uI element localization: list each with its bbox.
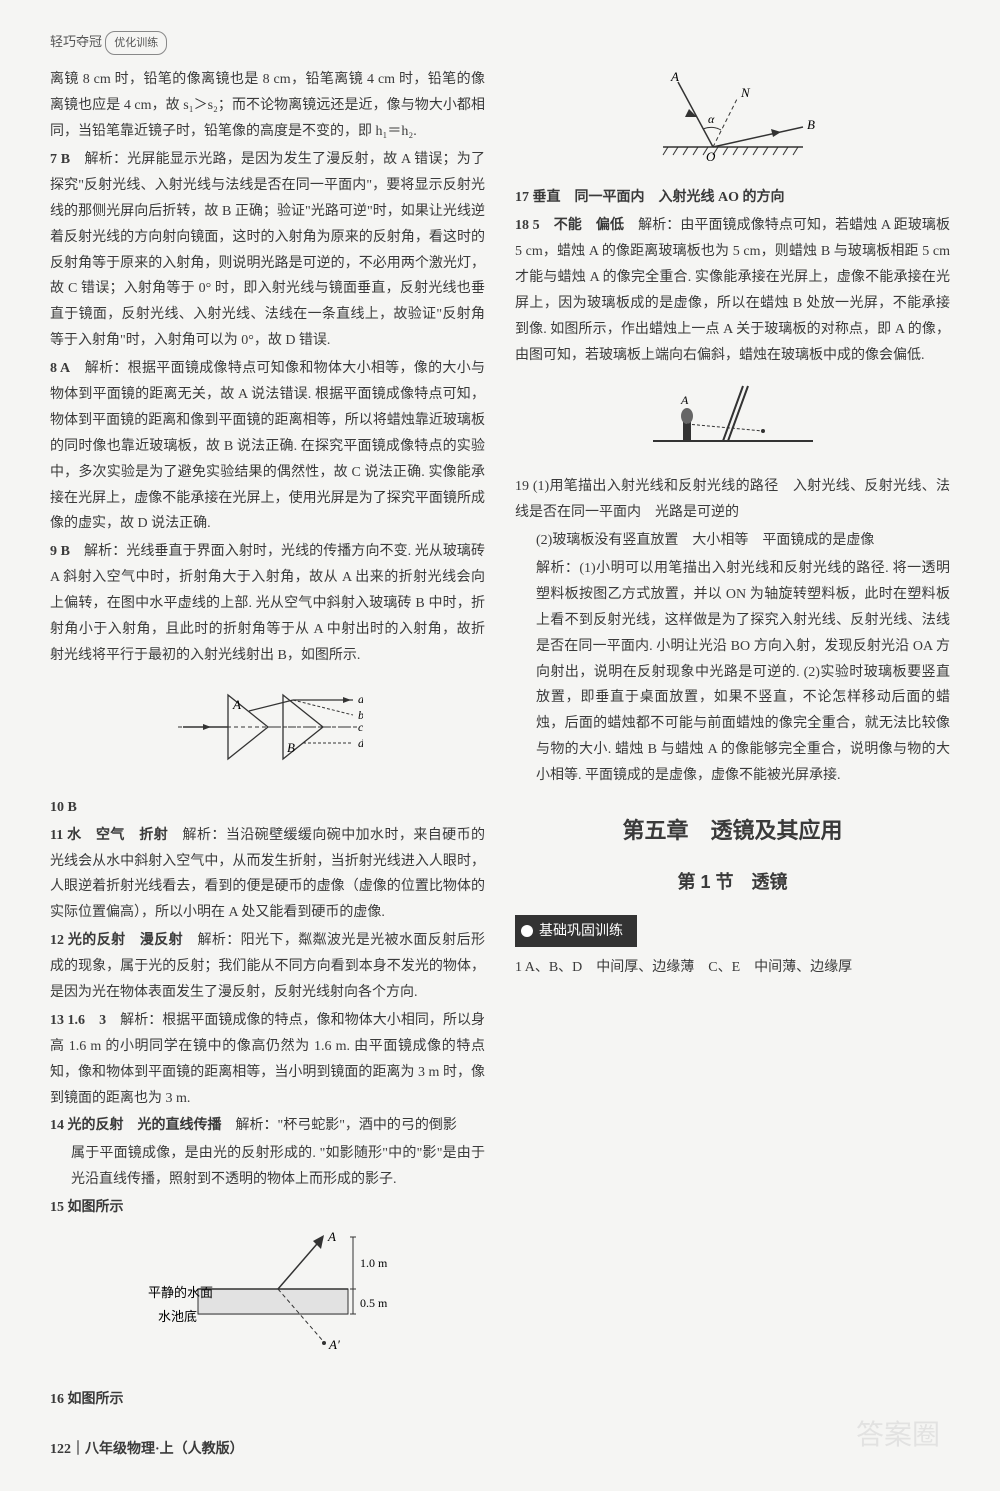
item-15: 15 如图所示	[50, 1195, 485, 1221]
item-8-num: 8 A	[50, 361, 70, 376]
section-title: 第 1 节 透镜	[515, 866, 950, 899]
brand-logo: 轻巧夺冠	[50, 34, 102, 49]
item-13-num: 13 1.6 3	[50, 1013, 106, 1028]
header-tag: 优化训练	[105, 31, 167, 55]
page-footer: 122｜八年级物理·上（人教版）	[50, 1437, 950, 1463]
item-13: 13 1.6 3 解析：根据平面镜成像的特点，像和物体大小相同，所以身高 1.6…	[50, 1008, 485, 1112]
item-15-num: 15 如图所示	[50, 1200, 124, 1215]
item-7: 7 B 解析：光屏能显示光路，是因为发生了漫反射，故 A 错误；为了探究"反射光…	[50, 147, 485, 354]
svg-text:a: a	[358, 692, 363, 706]
item-12: 12 光的反射 漫反射 解析：阳光下，粼粼波光是光被水面反射后形成的现象，属于光…	[50, 928, 485, 1006]
svg-text:A: A	[670, 69, 679, 84]
item-18: 18 5 不能 偏低 解析：由平面镜成像特点可知，若蜡烛 A 距玻璃板 5 cm…	[515, 213, 950, 368]
item-9: 9 B 解析：光线垂直于界面入射时，光线的传播方向不变. 光从玻璃砖 A 斜射入…	[50, 539, 485, 668]
item-19a: 19 (1)用笔描出入射光线和反射光线的路径 入射光线、反射光线、法线是否在同一…	[515, 474, 950, 526]
svg-text:A: A	[232, 697, 241, 712]
svg-text:1.0 m: 1.0 m	[360, 1256, 388, 1270]
figure-9-prisms: a b c d A B	[50, 677, 485, 787]
figure-16-reflection: A N B O α	[515, 67, 950, 177]
item-19-text: 解析：(1)小明可以用笔描出入射光线和反射光线的路径. 将一透明塑料板按图乙方式…	[536, 556, 950, 789]
item-14-continued: 属于平面镜成像，是由光的反射形成的. "如影随形"中的"影"是由于光沿直线传播，…	[71, 1141, 485, 1193]
item-17: 17 垂直 同一平面内 入射光线 AO 的方向	[515, 185, 950, 211]
item-10-num: 10 B	[50, 800, 77, 815]
figure-15-pool: A A′ 平静的水面 水池底 1.0 m 0.5 m	[50, 1229, 485, 1379]
svg-text:水池底: 水池底	[158, 1309, 197, 1324]
item-17-num: 17 垂直 同一平面内 入射光线 AO 的方向	[515, 190, 785, 205]
figure-18-glass: A	[515, 376, 950, 466]
svg-text:0.5 m: 0.5 m	[360, 1296, 388, 1310]
item-8-text: 解析：根据平面镜成像特点可知像和物体大小相等，像的大小与物体到平面镜的距离无关，…	[50, 361, 485, 531]
svg-text:d: d	[358, 736, 363, 750]
svg-text:A: A	[327, 1229, 336, 1244]
item-9-text: 解析：光线垂直于界面入射时，光线的传播方向不变. 光从玻璃砖 A 斜射入空气中时…	[50, 544, 485, 663]
svg-text:平静的水面: 平静的水面	[148, 1285, 213, 1300]
svg-text:A′: A′	[328, 1337, 340, 1352]
item-14: 14 光的反射 光的直线传播 解析："杯弓蛇影"，酒中的弓的倒影	[50, 1113, 485, 1139]
item-14-num: 14 光的反射 光的直线传播	[50, 1118, 222, 1133]
item-7-num: 7 B	[50, 152, 70, 167]
item-10: 10 B	[50, 795, 485, 821]
item-7-text: 解析：光屏能显示光路，是因为发生了漫反射，故 A 错误；为了探究"反射光线、入射…	[50, 152, 485, 348]
item-18-num: 18 5 不能 偏低	[515, 218, 624, 233]
item-18-text: 解析：由平面镜成像特点可知，若蜡烛 A 距玻璃板 5 cm，蜡烛 A 的像距离玻…	[515, 218, 950, 362]
svg-text:B: B	[287, 740, 295, 755]
svg-text:c: c	[358, 720, 363, 734]
item-14-text: 解析："杯弓蛇影"，酒中的弓的倒影	[222, 1118, 457, 1133]
item-11-num: 11 水 空气 折射	[50, 828, 168, 843]
svg-text:α: α	[708, 112, 715, 126]
content-columns: 离镜 8 cm 时，铅笔的像离镜也是 8 cm，铅笔离镜 4 cm 时，铅笔的像…	[50, 67, 950, 1427]
svg-text:B: B	[807, 117, 815, 132]
answer-1: 1 A、B、D 中间厚、边缘薄 C、E 中间薄、边缘厚	[515, 955, 950, 981]
item-8: 8 A 解析：根据平面镜成像特点可知像和物体大小相等，像的大小与物体到平面镜的距…	[50, 356, 485, 537]
page-header: 轻巧夺冠 优化训练	[50, 30, 950, 55]
intro-paragraph: 离镜 8 cm 时，铅笔的像离镜也是 8 cm，铅笔离镜 4 cm 时，铅笔的像…	[50, 67, 485, 145]
item-12-num: 12 光的反射 漫反射	[50, 933, 183, 948]
item-13-text: 解析：根据平面镜成像的特点，像和物体大小相同，所以身高 1.6 m 的小明同学在…	[50, 1013, 485, 1106]
chapter-title: 第五章 透镜及其应用	[515, 811, 950, 852]
svg-text:N: N	[740, 85, 751, 100]
item-16: 16 如图所示	[50, 1387, 485, 1413]
item-16-num: 16 如图所示	[50, 1392, 124, 1407]
subsection-banner: 基础巩固训练	[515, 915, 637, 947]
svg-text:A: A	[680, 393, 689, 407]
svg-text:O: O	[706, 149, 716, 164]
item-19b: (2)玻璃板没有竖直放置 大小相等 平面镜成的是虚像	[536, 528, 950, 554]
subsection-banner-wrap: 基础巩固训练	[515, 909, 950, 955]
item-11: 11 水 空气 折射 解析：当沿碗壁缓缓向碗中加水时，来自硬币的光线会从水中斜射…	[50, 823, 485, 927]
item-9-num: 9 B	[50, 544, 70, 559]
